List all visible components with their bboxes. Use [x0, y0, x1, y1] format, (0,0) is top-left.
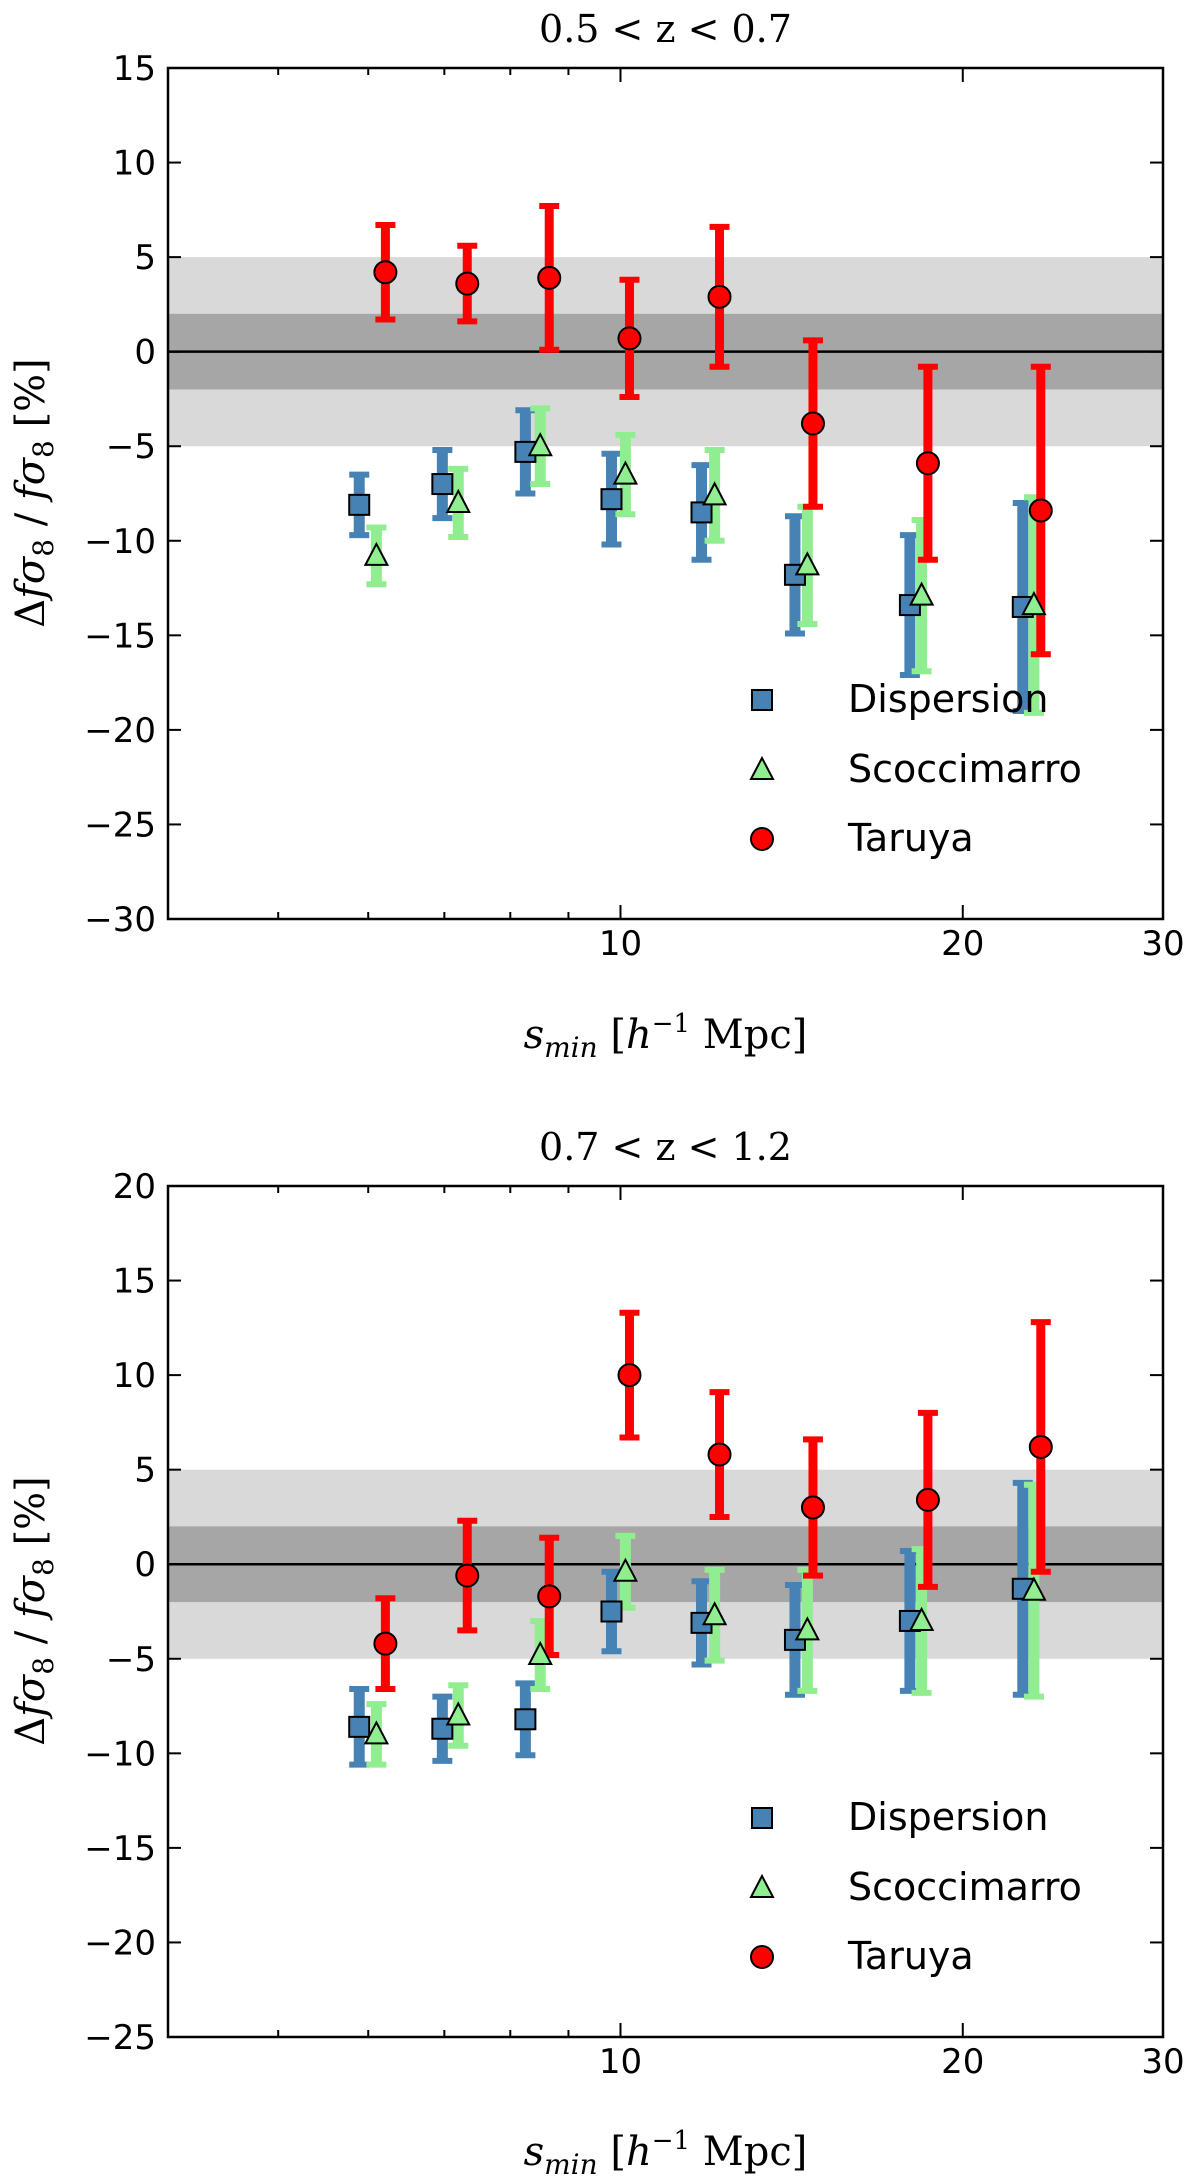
x-tick-label: 20: [941, 2042, 984, 2082]
point-scoccimarro: [527, 432, 553, 457]
chart-title: 0.5 < z < 0.7: [539, 7, 792, 51]
point-taruya: [800, 411, 825, 436]
point-dispersion: [514, 1708, 537, 1731]
point-dispersion: [348, 1715, 371, 1738]
y-tick-label: −15: [84, 616, 156, 656]
point-taruya: [617, 326, 642, 351]
y-tick-label: 10: [113, 1356, 156, 1396]
point-scoccimarro: [363, 541, 390, 566]
x-tick-label: 30: [1141, 924, 1184, 964]
x-tick-label: 20: [941, 924, 984, 964]
point-dispersion: [690, 501, 713, 524]
point-scoccimarro: [794, 551, 821, 576]
legend-label-dispersion: Dispersion: [848, 1795, 1048, 1839]
legend-marker-scoccimarro: [749, 755, 775, 780]
y-tick-label: 15: [113, 1262, 156, 1302]
chart-panel-2: −25 −20 −15 −10 −5 0 5 10 15 20 10 20 30 0.7 < z < 1.…: [8, 1125, 1185, 2181]
y-tick-label: 5: [134, 1451, 156, 1491]
point-taruya: [707, 1442, 732, 1467]
y-tick-label: −15: [84, 1829, 156, 1869]
x-tick-label: 10: [599, 924, 642, 964]
y-tick-label: 15: [113, 49, 156, 89]
point-scoccimarro: [1021, 1576, 1047, 1601]
plot-frame: [166, 1184, 1165, 2039]
legend-label-scoccimarro: Scoccimarro: [848, 747, 1082, 791]
point-taruya: [915, 1487, 940, 1512]
point-scoccimarro: [612, 1557, 639, 1582]
y-tick-label: −10: [84, 522, 156, 562]
x-tick-label: 30: [1141, 2042, 1184, 2082]
plot-frame: [166, 66, 1165, 921]
point-taruya: [1028, 1434, 1053, 1459]
y-tick-label: 20: [113, 1167, 156, 1207]
chart-title: 0.7 < z < 1.2: [539, 1125, 792, 1169]
y-tick-label: 0: [134, 1545, 156, 1585]
point-taruya: [455, 271, 480, 296]
point-taruya: [537, 265, 562, 290]
point-scoccimarro: [445, 1701, 471, 1726]
point-taruya: [617, 1363, 642, 1388]
point-dispersion: [600, 488, 623, 511]
y-tick-label: −10: [84, 1734, 156, 1774]
legend: Dispersion Scoccimarro Taruya: [749, 677, 1082, 860]
point-dispersion: [348, 493, 371, 516]
data-markers: [348, 260, 1053, 618]
point-dispersion: [431, 473, 454, 496]
data-markers: [348, 1363, 1053, 1745]
y-tick-label: −5: [106, 1640, 156, 1680]
point-scoccimarro: [794, 1616, 821, 1641]
y-tick-label: −20: [84, 1923, 156, 1963]
point-taruya: [800, 1495, 825, 1520]
y-tick-label: 0: [134, 333, 156, 373]
y-tick-label: −25: [84, 2018, 156, 2058]
y-tick-label: −30: [84, 900, 156, 940]
y-axis-label: Δfσ8 / fσ8 [%]: [8, 1476, 60, 1746]
point-dispersion: [600, 1600, 623, 1623]
point-taruya: [915, 451, 940, 476]
point-scoccimarro: [445, 488, 471, 513]
point-scoccimarro: [527, 1640, 553, 1665]
legend-marker-scoccimarro: [749, 1873, 775, 1898]
legend-label-scoccimarro: Scoccimarro: [848, 1865, 1082, 1909]
legend-marker-dispersion: [751, 689, 773, 711]
y-tick-label: 10: [113, 144, 156, 184]
point-scoccimarro: [908, 1606, 935, 1631]
legend-label-taruya: Taruya: [847, 1934, 974, 1978]
error-bars: [349, 203, 1051, 716]
point-taruya: [455, 1563, 480, 1588]
point-taruya: [537, 1584, 562, 1609]
legend-label-taruya: Taruya: [847, 816, 974, 860]
point-scoccimarro: [701, 481, 728, 506]
point-scoccimarro: [612, 460, 639, 485]
point-taruya: [373, 1631, 398, 1656]
point-scoccimarro: [363, 1720, 390, 1745]
legend: Dispersion Scoccimarro Taruya: [749, 1795, 1082, 1978]
y-tick-label: −5: [106, 427, 156, 467]
y-tick-label: 5: [134, 238, 156, 278]
point-scoccimarro: [1021, 590, 1047, 616]
x-axis-label: smin [h−1 Mpc]: [524, 2126, 808, 2181]
y-tick-label: −20: [84, 711, 156, 751]
y-axis-label: Δfσ8 / fσ8 [%]: [8, 358, 60, 628]
x-tick-label: 10: [599, 2042, 642, 2082]
x-axis-label: smin [h−1 Mpc]: [524, 1009, 808, 1064]
point-taruya: [373, 260, 398, 285]
point-scoccimarro: [701, 1601, 728, 1626]
point-scoccimarro: [908, 581, 935, 606]
y-tick-label: −25: [84, 805, 156, 845]
legend-marker-taruya: [750, 1945, 774, 1969]
chart-panel-1: −30 −25 −20 −15 −10 −5 0 5 10 15 10 20 30 0.5 < z < 0…: [8, 7, 1185, 1064]
legend-marker-taruya: [750, 827, 774, 851]
point-taruya: [707, 284, 732, 309]
legend-marker-dispersion: [751, 1807, 773, 1829]
point-taruya: [1028, 498, 1053, 523]
legend-label-dispersion: Dispersion: [848, 677, 1048, 721]
